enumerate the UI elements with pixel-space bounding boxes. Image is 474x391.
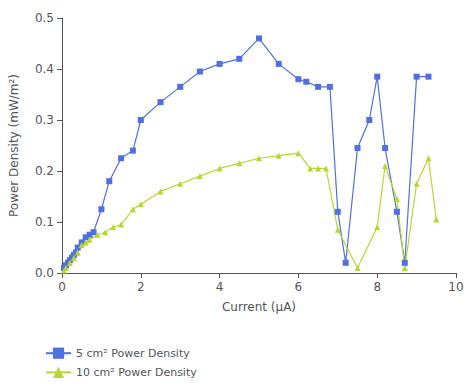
svg-text:5 cm² Power Density: 5 cm² Power Density	[76, 347, 190, 360]
svg-text:0.0: 0.0	[35, 266, 54, 280]
svg-text:6: 6	[295, 280, 303, 294]
svg-text:10 cm² Power Density: 10 cm² Power Density	[76, 366, 197, 379]
svg-text:0.5: 0.5	[35, 11, 54, 25]
svg-text:0.3: 0.3	[35, 113, 54, 127]
svg-text:0.4: 0.4	[35, 62, 54, 76]
svg-text:4: 4	[216, 280, 224, 294]
svg-text:10: 10	[448, 280, 463, 294]
svg-text:2: 2	[137, 280, 145, 294]
svg-text:8: 8	[373, 280, 381, 294]
svg-text:Power Density (mW/m²): Power Density (mW/m²)	[7, 74, 21, 217]
svg-text:0.1: 0.1	[35, 215, 54, 229]
svg-text:0.2: 0.2	[35, 164, 54, 178]
svg-text:Current (μA): Current (μA)	[222, 300, 296, 314]
svg-text:0: 0	[58, 280, 66, 294]
